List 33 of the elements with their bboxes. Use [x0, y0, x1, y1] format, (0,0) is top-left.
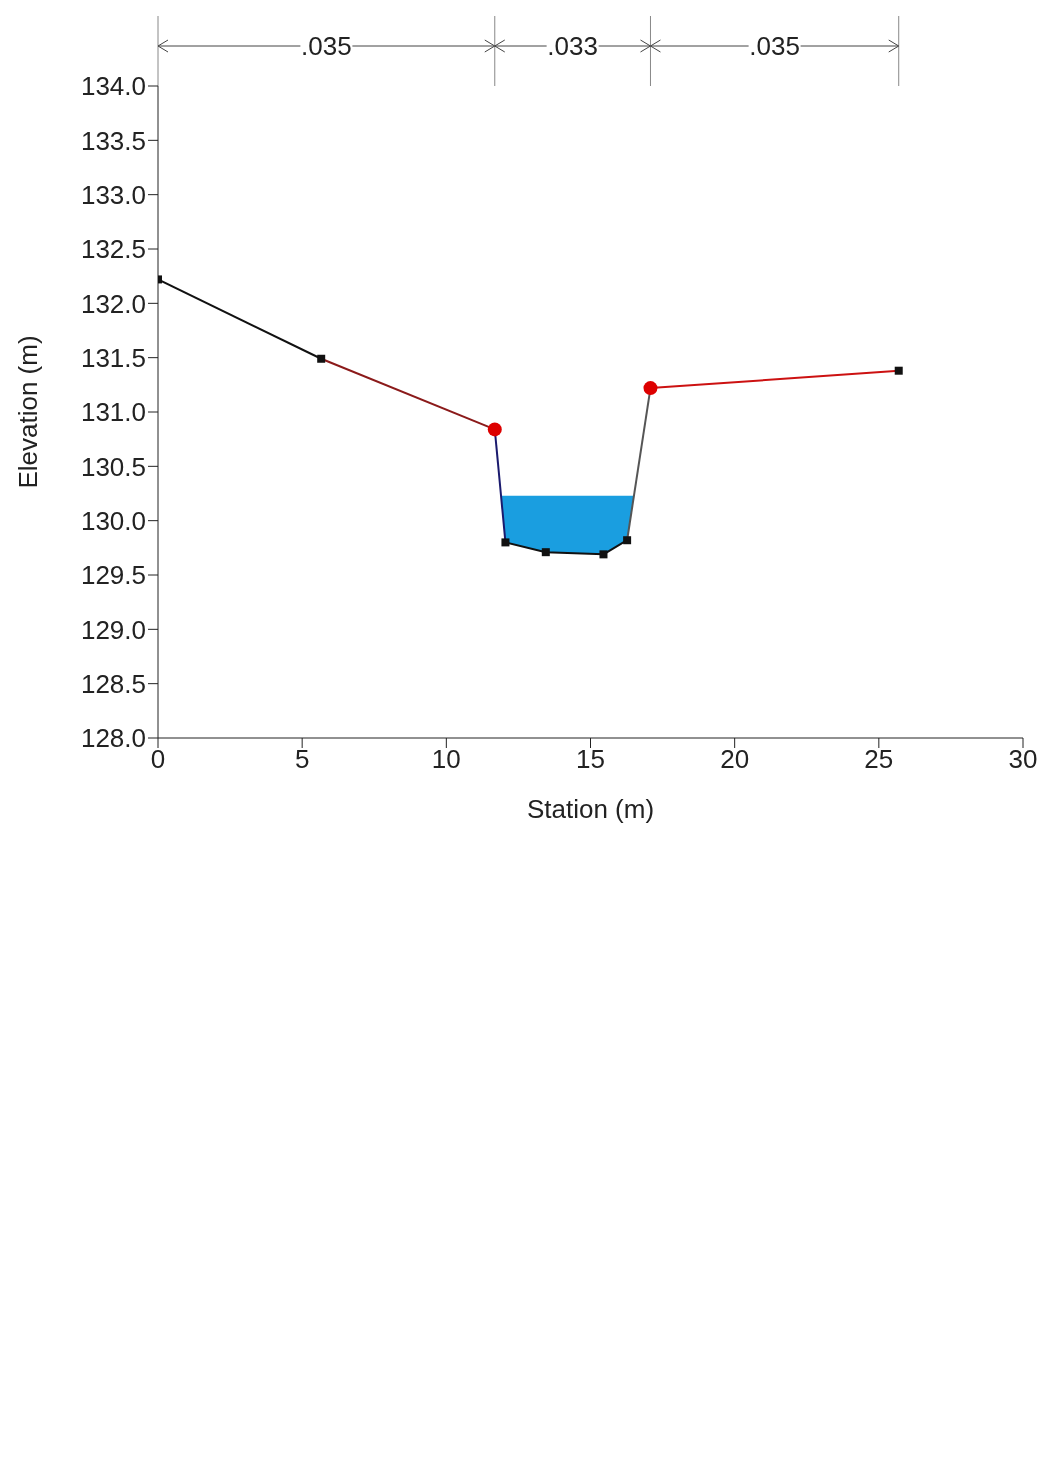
- y-tick-label: 134.0: [80, 71, 146, 102]
- text: .035: [301, 31, 352, 61]
- point: [487, 422, 502, 437]
- x-tick-label: 30: [1008, 744, 1038, 775]
- point: [541, 548, 550, 557]
- text: .035: [749, 31, 800, 61]
- y-tick-label: 132.5: [80, 234, 146, 265]
- x-tick-label: 20: [720, 744, 750, 775]
- y-tick-label: 132.0: [80, 288, 146, 319]
- y-tick-label: 129.0: [80, 614, 146, 645]
- y-tick-label: 131.5: [80, 342, 146, 373]
- y-tick-label: 129.5: [80, 560, 146, 591]
- y-tick-label: 133.5: [80, 125, 146, 156]
- x-tick-label: 10: [431, 744, 461, 775]
- point: [894, 366, 903, 375]
- y-tick-label: 131.0: [80, 397, 146, 428]
- x-axis-title: Station (m): [526, 794, 655, 824]
- point: [643, 381, 658, 396]
- y-tick-label: 130.5: [80, 451, 146, 482]
- x-tick-label: 0: [150, 744, 166, 775]
- x-tick-label: 15: [576, 744, 605, 775]
- point: [599, 550, 608, 559]
- y-tick-label: 133.0: [80, 179, 146, 210]
- point: [623, 536, 632, 545]
- text: .033: [547, 31, 598, 61]
- y-tick-label: 128.5: [80, 668, 146, 699]
- y-tick-label: 128.0: [80, 723, 146, 754]
- point: [317, 354, 326, 363]
- y-tick-label: 130.0: [80, 505, 146, 536]
- x-tick-label: 5: [294, 744, 310, 775]
- y-axis-title: Elevation (m): [13, 335, 44, 489]
- point: [501, 538, 510, 547]
- x-tick-label: 25: [864, 744, 894, 775]
